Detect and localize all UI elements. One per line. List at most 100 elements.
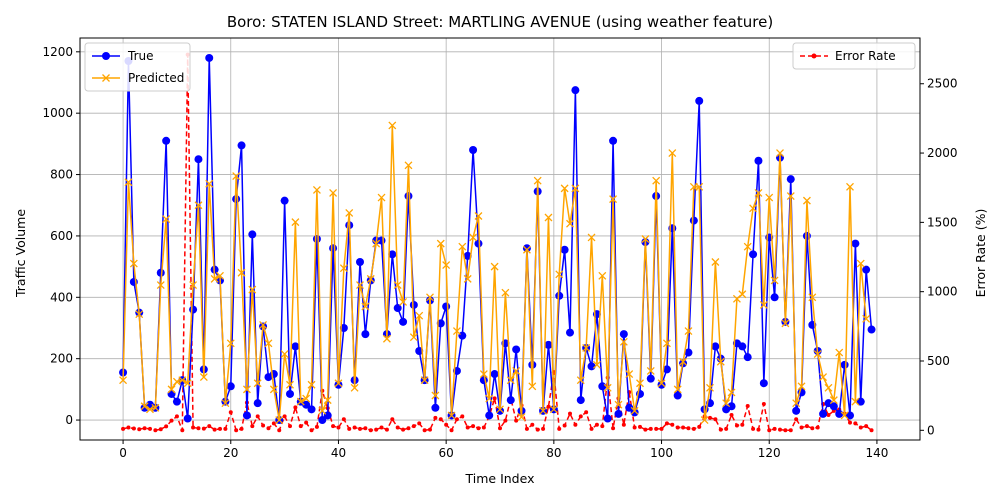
true-point: [490, 370, 499, 379]
y2-tick-label: 1000: [927, 285, 958, 299]
true-point: [576, 396, 585, 405]
error-rate-point: [293, 405, 298, 410]
error-rate-point: [358, 426, 362, 431]
series-line-true: [122, 57, 873, 421]
true-point: [711, 342, 720, 351]
error-rate-point: [212, 427, 217, 432]
error-rate-point: [681, 425, 686, 430]
error-rate-point: [390, 417, 395, 422]
predicted-point: [609, 195, 618, 204]
predicted-point: [162, 215, 171, 224]
predicted-point: [802, 196, 811, 205]
predicted-point: [253, 379, 262, 388]
predicted-point: [479, 370, 488, 378]
predicted-point: [829, 396, 838, 405]
predicted-point: [296, 397, 305, 406]
true-point: [522, 244, 531, 253]
predicted-point: [269, 385, 278, 394]
predicted-point: [587, 233, 596, 242]
x-axis-label: Time Index: [465, 471, 535, 486]
error-rate-point: [363, 426, 368, 431]
predicted-point: [242, 385, 251, 394]
y-tick-label: 400: [50, 290, 73, 304]
predicted-point: [307, 380, 316, 389]
true-point: [307, 405, 316, 414]
true-point: [851, 239, 860, 248]
error-rate-point: [282, 414, 287, 419]
error-rate-point: [858, 425, 863, 430]
predicted-point: [474, 212, 483, 220]
error-rate-point: [158, 427, 163, 432]
true-point: [474, 239, 483, 248]
predicted-point: [151, 403, 160, 412]
error-rate-point: [783, 428, 788, 433]
error-rate-point: [621, 422, 626, 427]
predicted-point: [856, 259, 865, 268]
y-tick-label: 0: [65, 413, 73, 427]
true-point: [404, 192, 413, 201]
error-rate-point: [632, 425, 637, 430]
error-rate-point: [218, 426, 222, 431]
predicted-point: [749, 204, 758, 213]
error-rate-point: [465, 425, 470, 430]
true-point: [167, 389, 176, 398]
error-rate-point: [530, 422, 535, 427]
x-tick-label: 20: [223, 446, 238, 460]
predicted-point: [630, 406, 639, 415]
predicted-point: [506, 376, 515, 385]
legend-right-box: [792, 42, 916, 70]
legend-true-marker: [102, 52, 110, 60]
predicted-point: [614, 400, 623, 409]
error-rate-point: [169, 418, 174, 423]
predicted-point: [646, 366, 655, 375]
error-rate-point: [869, 428, 874, 433]
x-tick-label: 120: [758, 446, 781, 460]
legend-predicted-marker: [102, 74, 110, 82]
predicted-point: [382, 334, 391, 343]
legend-error-label: Error Rate: [835, 49, 896, 63]
true-point: [399, 317, 408, 326]
predicted-point: [625, 370, 634, 378]
error-rate-point: [428, 427, 432, 432]
error-rate-point: [594, 422, 599, 427]
predicted-point: [603, 383, 612, 392]
error-rate-point: [600, 424, 605, 429]
error-rate-point: [401, 427, 406, 432]
error-rate-point: [794, 417, 799, 422]
true-point: [237, 141, 246, 150]
error-rate-point: [541, 426, 546, 431]
y-axis-label: Traffic Volume: [13, 209, 28, 298]
predicted-point: [533, 176, 542, 185]
plot-frame: [79, 37, 921, 441]
error-rate-point: [131, 426, 136, 431]
true-point: [566, 328, 574, 337]
predicted-point: [652, 176, 661, 185]
x-tick-label: 140: [865, 446, 888, 460]
true-point: [334, 380, 343, 389]
predicted-point: [657, 379, 666, 388]
predicted-point: [781, 319, 790, 328]
predicted-point: [318, 406, 327, 415]
error-rate-point: [444, 422, 449, 427]
error-rate-point: [664, 421, 669, 426]
y2-tick-label: 0: [927, 423, 935, 437]
predicted-point: [824, 383, 833, 392]
legend-error-marker: [811, 53, 817, 59]
error-rate-point: [336, 425, 341, 430]
error-rate-point: [562, 423, 567, 428]
true-point: [485, 411, 494, 420]
predicted-point: [673, 385, 682, 394]
predicted-point: [124, 178, 133, 187]
predicted-point: [619, 337, 628, 346]
axes: 0 20 40 60 80 100 120 140 0 200 400 600 800 1000 1200 0…: [42, 37, 958, 460]
predicted-point: [393, 281, 402, 289]
error-rate-point: [352, 425, 357, 430]
true-point: [603, 414, 612, 423]
predicted-point: [759, 301, 768, 309]
x-tick-label: 40: [331, 446, 346, 460]
error-rate-point: [740, 422, 745, 427]
true-point: [786, 175, 795, 184]
error-rate-point: [611, 426, 616, 431]
predicted-point: [339, 264, 348, 273]
true-point: [867, 325, 876, 334]
